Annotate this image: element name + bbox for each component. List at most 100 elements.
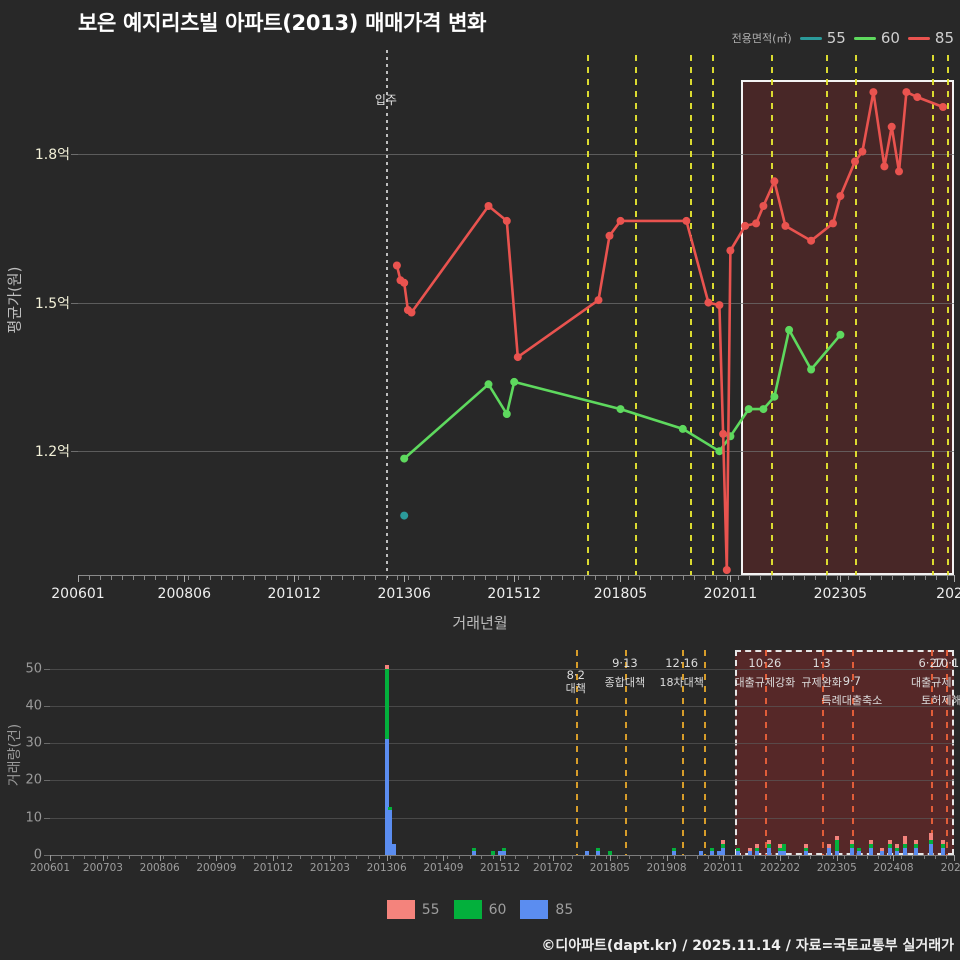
- volume-bar-55[interactable]: [384, 664, 389, 669]
- price-data-point-85[interactable]: [807, 236, 816, 245]
- price-data-point-85[interactable]: [869, 88, 878, 97]
- volume-bar-60[interactable]: [929, 840, 934, 844]
- bottom-legend-item-60[interactable]: 60: [453, 900, 506, 919]
- volume-bar-85[interactable]: [736, 851, 741, 855]
- volume-bar-60[interactable]: [902, 843, 907, 848]
- price-data-point-85[interactable]: [836, 192, 845, 201]
- volume-bar-85[interactable]: [849, 847, 854, 855]
- volume-bar-85[interactable]: [827, 847, 832, 855]
- volume-bar-60[interactable]: [781, 843, 786, 852]
- volume-bar-85[interactable]: [392, 843, 397, 855]
- price-data-point-60[interactable]: [770, 392, 779, 401]
- legend-item-55[interactable]: 55: [799, 29, 846, 47]
- volume-bar-85[interactable]: [755, 851, 760, 855]
- volume-bar-55[interactable]: [721, 840, 726, 844]
- volume-bar-60[interactable]: [607, 851, 612, 855]
- volume-bar-60[interactable]: [868, 843, 873, 848]
- price-data-point-60[interactable]: [484, 380, 493, 389]
- volume-bar-60[interactable]: [804, 847, 809, 852]
- volume-bar-85[interactable]: [672, 851, 677, 855]
- price-data-point-85[interactable]: [781, 221, 790, 230]
- price-data-point-60[interactable]: [502, 410, 511, 418]
- price-data-point-60[interactable]: [715, 447, 724, 456]
- price-data-point-85[interactable]: [902, 88, 911, 97]
- price-data-point-85[interactable]: [939, 103, 947, 111]
- volume-bar-55[interactable]: [887, 840, 892, 844]
- legend-item-60[interactable]: 60: [853, 29, 900, 47]
- volume-bar-55[interactable]: [804, 843, 809, 848]
- bottom-legend-item-55[interactable]: 55: [386, 900, 440, 919]
- volume-bar-60[interactable]: [857, 847, 862, 852]
- volume-bar-85[interactable]: [498, 851, 503, 855]
- price-data-point-85[interactable]: [887, 122, 896, 131]
- price-data-point-85[interactable]: [829, 219, 837, 228]
- price-data-point-85[interactable]: [719, 429, 728, 438]
- price-data-point-85[interactable]: [502, 216, 511, 225]
- volume-bar-60[interactable]: [755, 847, 760, 852]
- volume-bar-55[interactable]: [902, 836, 907, 844]
- volume-bar-85[interactable]: [887, 847, 892, 855]
- volume-bar-85[interactable]: [857, 851, 862, 855]
- price-data-point-85[interactable]: [400, 278, 409, 287]
- price-data-point-85[interactable]: [407, 308, 416, 317]
- price-data-point-60[interactable]: [678, 424, 687, 433]
- volume-bar-85[interactable]: [501, 851, 506, 855]
- volume-bar-55[interactable]: [880, 847, 885, 852]
- volume-bar-85[interactable]: [721, 847, 726, 855]
- volume-bar-60[interactable]: [940, 843, 945, 848]
- volume-bar-85[interactable]: [766, 847, 771, 855]
- volume-bar-55[interactable]: [827, 843, 832, 848]
- volume-bar-60[interactable]: [914, 843, 919, 848]
- volume-bar-60[interactable]: [596, 847, 601, 852]
- volume-bar-60[interactable]: [501, 847, 506, 852]
- price-data-point-60[interactable]: [836, 330, 845, 339]
- volume-bar-60[interactable]: [721, 843, 726, 848]
- volume-bar-85[interactable]: [596, 851, 601, 855]
- volume-bar-55[interactable]: [914, 840, 919, 844]
- volume-bar-85[interactable]: [388, 810, 393, 855]
- volume-bar-60[interactable]: [709, 847, 714, 852]
- price-data-point-60[interactable]: [510, 377, 519, 386]
- price-data-point-85[interactable]: [741, 221, 750, 230]
- volume-bar-55[interactable]: [895, 843, 900, 848]
- price-data-point-85[interactable]: [759, 202, 768, 210]
- volume-bar-85[interactable]: [880, 851, 885, 855]
- volume-bar-60[interactable]: [490, 851, 495, 855]
- volume-bar-60[interactable]: [895, 847, 900, 852]
- volume-bar-55[interactable]: [868, 840, 873, 844]
- volume-bar-60[interactable]: [384, 668, 389, 740]
- volume-bar-60[interactable]: [834, 840, 839, 852]
- price-data-point-60[interactable]: [616, 405, 625, 414]
- price-data-point-85[interactable]: [616, 216, 625, 225]
- volume-bar-55[interactable]: [849, 840, 854, 844]
- volume-bar-60[interactable]: [471, 847, 476, 852]
- volume-bar-85[interactable]: [717, 851, 722, 855]
- volume-bar-85[interactable]: [781, 851, 786, 855]
- price-data-point-85[interactable]: [722, 566, 731, 574]
- bottom-legend-item-85[interactable]: 85: [520, 900, 573, 919]
- volume-bar-85[interactable]: [778, 851, 782, 855]
- price-data-point-55[interactable]: [400, 511, 409, 520]
- volume-bar-60[interactable]: [766, 843, 771, 848]
- volume-bar-85[interactable]: [585, 851, 590, 855]
- price-data-point-85[interactable]: [880, 162, 889, 171]
- volume-bar-85[interactable]: [384, 739, 389, 855]
- volume-bar-85[interactable]: [834, 851, 839, 855]
- price-data-point-85[interactable]: [752, 219, 761, 228]
- price-data-point-85[interactable]: [770, 177, 779, 186]
- volume-bar-55[interactable]: [766, 840, 771, 844]
- price-data-point-60[interactable]: [785, 325, 794, 334]
- volume-bar-85[interactable]: [698, 851, 703, 855]
- volume-bar-60[interactable]: [672, 847, 677, 852]
- volume-bar-60[interactable]: [778, 847, 782, 852]
- price-data-point-85[interactable]: [851, 157, 859, 166]
- volume-bar-55[interactable]: [834, 836, 839, 841]
- price-data-point-85[interactable]: [704, 298, 713, 307]
- legend-item-85[interactable]: 85: [907, 29, 954, 47]
- price-data-point-85[interactable]: [913, 93, 922, 102]
- price-data-point-85[interactable]: [605, 231, 614, 240]
- price-data-point-85[interactable]: [513, 353, 522, 362]
- volume-bar-85[interactable]: [804, 851, 809, 855]
- price-data-point-85[interactable]: [682, 216, 691, 225]
- volume-bar-85[interactable]: [709, 851, 714, 855]
